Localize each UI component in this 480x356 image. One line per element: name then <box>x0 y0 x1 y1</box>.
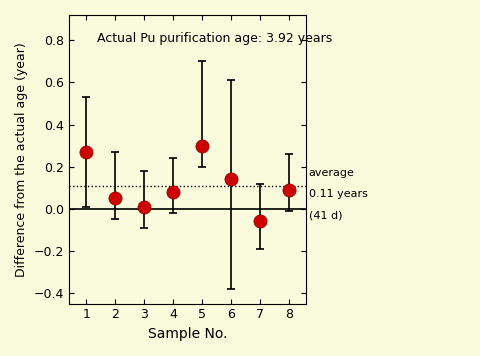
Point <box>169 189 177 195</box>
Point <box>227 177 235 182</box>
Text: (41 d): (41 d) <box>309 210 342 220</box>
Point <box>198 143 206 148</box>
Text: Actual Pu purification age: 3.92 years: Actual Pu purification age: 3.92 years <box>97 32 333 45</box>
Point <box>285 187 293 193</box>
Point <box>111 195 119 201</box>
Y-axis label: Difference from the actual age (year): Difference from the actual age (year) <box>15 42 28 277</box>
Text: average: average <box>309 168 355 178</box>
X-axis label: Sample No.: Sample No. <box>148 327 228 341</box>
Point <box>140 204 148 210</box>
Text: 0.11 years: 0.11 years <box>309 189 368 199</box>
Point <box>83 149 90 155</box>
Point <box>256 219 264 224</box>
